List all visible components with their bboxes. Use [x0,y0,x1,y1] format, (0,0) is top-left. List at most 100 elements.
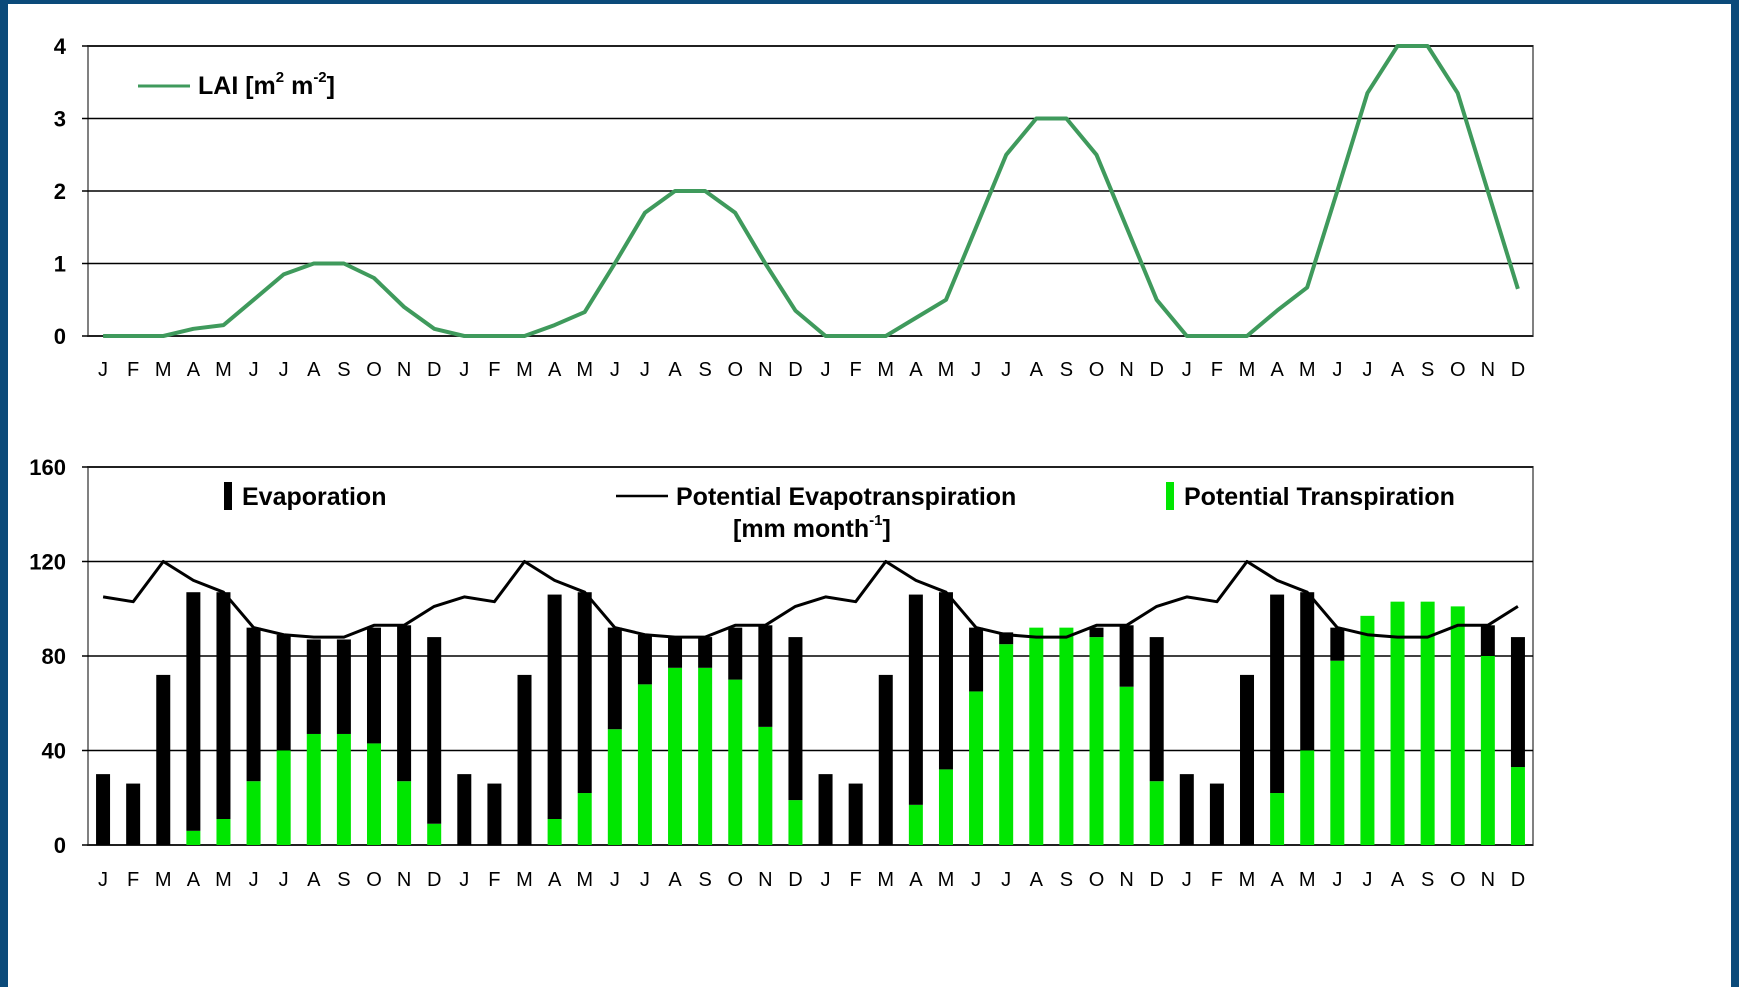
lai-x-tick-label: J [1332,359,1342,381]
transpiration-bar [969,691,984,845]
transpiration-bar [908,804,923,845]
evaporation-bar [457,774,472,845]
evaporation-bar [547,594,562,820]
lai-y-axis: 0 1 2 3 4 [54,34,88,349]
water-legend: Evaporation Potential Evapotranspiration… [224,482,1455,543]
lai-x-tick-label: M [215,359,232,381]
evaporation-bar [969,627,984,692]
water-y-tick-label: 80 [42,644,66,669]
transpiration-bar [1480,656,1495,845]
legend-evaporation-swatch [224,482,232,510]
water-x-tick-label: F [488,869,500,891]
transpiration-bar [1390,601,1405,845]
lai-x-tick-label: N [1119,359,1133,381]
water-x-tick-label: A [1391,869,1405,891]
water-x-tick-label: M [155,869,172,891]
lai-x-tick-label: S [337,359,350,381]
water-x-tick-label: O [366,869,382,891]
legend-pet-units: [mm month-1] [733,512,891,543]
water-x-tick-label: J [971,869,981,891]
lai-x-tick-label: A [1270,359,1284,381]
transpiration-bar [276,750,291,845]
lai-y-tick-label: 3 [54,107,66,132]
water-x-tick-label: J [1362,869,1372,891]
water-x-tick-label: J [249,869,259,891]
transpiration-bar [668,667,683,845]
water-x-tick-label: J [640,869,650,891]
lai-x-tick-label: J [640,359,650,381]
water-x-tick-label: J [98,869,108,891]
lai-x-tick-label: M [1239,359,1256,381]
water-x-tick-label: M [516,869,533,891]
water-x-tick-label: M [1299,869,1316,891]
water-x-tick-label: J [459,869,469,891]
water-y-tick-label: 0 [54,833,66,858]
water-x-tick-label: F [850,869,862,891]
transpiration-bar [1119,686,1134,845]
water-x-tick-label: J [821,869,831,891]
lai-x-tick-label: D [427,359,441,381]
transpiration-bar [246,781,261,845]
water-x-tick-label: A [1030,869,1044,891]
transpiration-bar [788,800,803,845]
water-x-tick-label: A [668,869,682,891]
water-x-tick-label: M [1239,869,1256,891]
evaporation-bar [366,627,381,744]
evaporation-bar [1119,625,1134,687]
water-x-tick-label: J [1182,869,1192,891]
water-x-tick-label: M [877,869,894,891]
transpiration-bar [336,733,351,845]
lai-x-tick-label: A [909,359,923,381]
evaporation-bar [96,774,111,845]
lai-x-tick-label: D [1511,359,1525,381]
lai-x-tick-label: J [279,359,289,381]
lai-series-line [103,44,1520,338]
evaporation-bar [908,594,923,805]
water-x-tick-label: A [307,869,321,891]
transpiration-bar [216,819,231,845]
lai-x-tick-label: A [548,359,562,381]
transpiration-bar [547,819,562,845]
transpiration-bar [607,729,622,845]
water-x-tick-label: S [1060,869,1073,891]
transpiration-bar [1149,781,1164,845]
evaporation-bar [126,783,141,845]
lai-legend: LAI [m2 m-2] [138,69,335,100]
transpiration-bar [397,781,412,845]
transpiration-bar [637,684,652,845]
transpiration-bar [427,823,442,845]
water-x-tick-label: D [1511,869,1525,891]
lai-y-tick-label: 4 [54,34,67,59]
transpiration-bar [1059,627,1074,845]
water-x-tick-label: M [938,869,955,891]
evaporation-bar [637,634,652,685]
lai-x-tick-label: J [459,359,469,381]
lai-x-tick-label: N [1481,359,1495,381]
water-y-tick-label: 160 [29,455,66,480]
lai-x-tick-label: J [249,359,259,381]
lai-x-tick-label: M [576,359,593,381]
lai-x-tick-label: J [1001,359,1011,381]
evaporation-bar [186,592,201,831]
evaporation-bar [397,625,412,782]
water-y-tick-label: 40 [42,739,66,764]
evaporation-bar [1510,637,1525,768]
lai-x-tick-label: M [938,359,955,381]
water-x-tick-label: J [1332,869,1342,891]
lai-x-tick-label: J [1362,359,1372,381]
water-x-tick-label: O [727,869,743,891]
transpiration-bar [1029,627,1044,845]
water-x-tick-label: O [1450,869,1466,891]
water-x-tick-label: J [279,869,289,891]
lai-x-tick-label: A [187,359,201,381]
lai-x-tick-label: M [155,359,172,381]
water-x-tick-label: J [610,869,620,891]
evaporation-bar [668,637,683,668]
evaporation-bar [1270,594,1285,794]
evaporation-bar [698,637,713,668]
evaporation-bar [758,625,773,727]
